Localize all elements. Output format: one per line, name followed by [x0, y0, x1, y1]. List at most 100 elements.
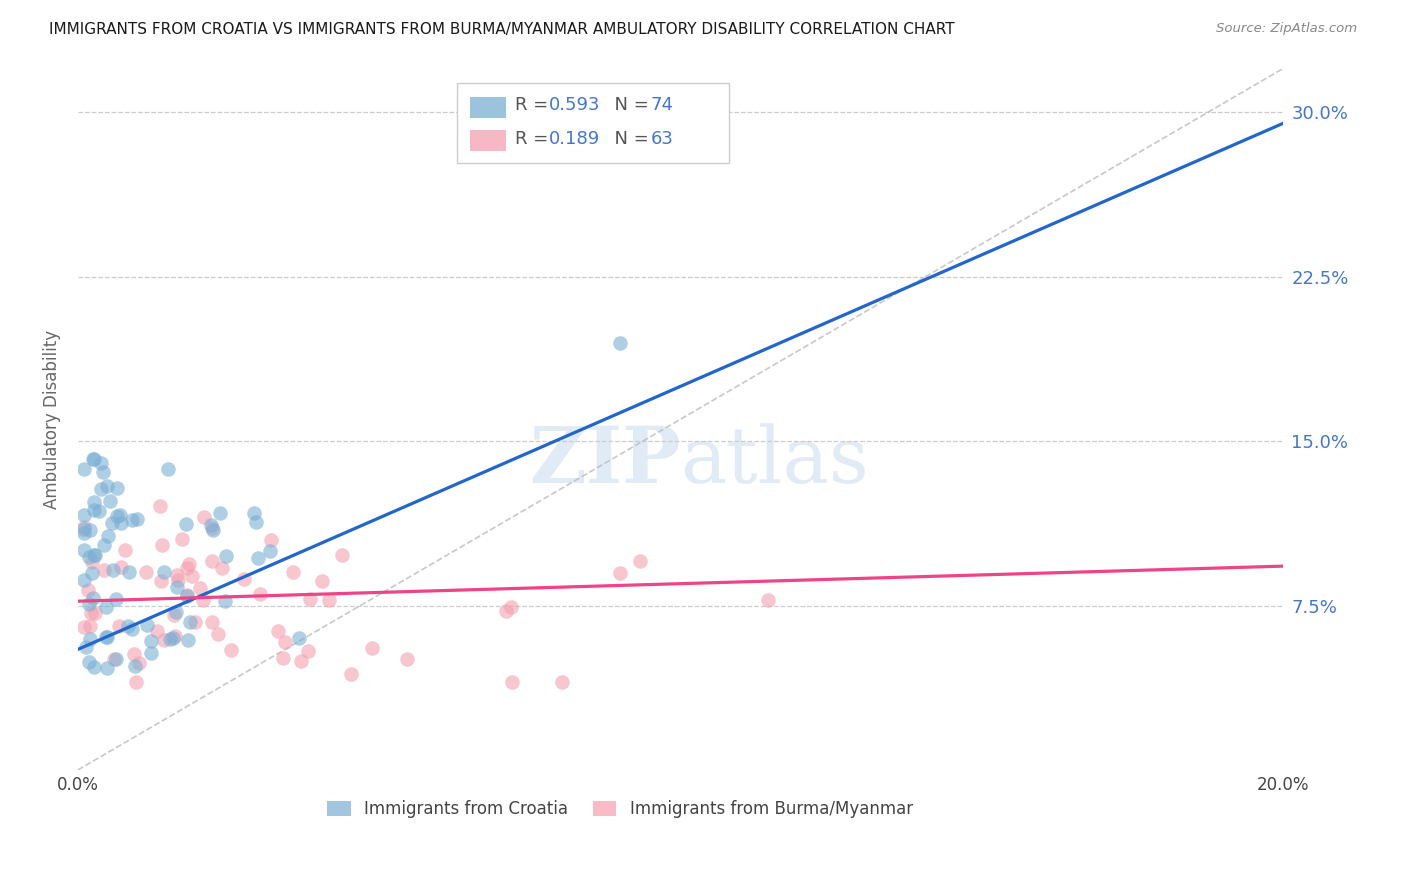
Immigrants from Burma/Myanmar: [176, 588, 198, 602]
Immigrants from Burma/Myanmar: [124, 647, 146, 661]
Immigrants from Burma/Myanmar: [150, 538, 173, 552]
Immigrants from Burma/Myanmar: [76, 583, 98, 598]
Immigrants from Croatia: [83, 503, 105, 517]
Text: Source: ZipAtlas.com: Source: ZipAtlas.com: [1216, 22, 1357, 36]
Immigrants from Croatia: [121, 622, 143, 636]
Immigrants from Burma/Myanmar: [201, 554, 224, 568]
Immigrants from Croatia: [105, 482, 128, 496]
Immigrants from Burma/Myanmar: [267, 624, 290, 638]
Immigrants from Croatia: [73, 525, 96, 540]
Immigrants from Croatia: [97, 529, 120, 543]
Immigrants from Burma/Myanmar: [149, 500, 172, 514]
Immigrants from Croatia: [162, 631, 184, 645]
Immigrants from Burma/Myanmar: [84, 607, 107, 621]
Immigrants from Burma/Myanmar: [274, 635, 297, 649]
Immigrants from Burma/Myanmar: [201, 521, 224, 535]
Immigrants from Burma/Myanmar: [207, 627, 229, 641]
Immigrants from Croatia: [124, 658, 146, 673]
Immigrants from Burma/Myanmar: [150, 574, 173, 588]
Immigrants from Croatia: [98, 494, 121, 508]
Immigrants from Burma/Myanmar: [163, 629, 186, 643]
Immigrants from Burma/Myanmar: [297, 644, 319, 658]
Immigrants from Croatia: [104, 652, 127, 666]
Text: ZIP: ZIP: [529, 424, 681, 500]
Immigrants from Croatia: [77, 550, 100, 565]
Immigrants from Croatia: [127, 512, 149, 526]
Immigrants from Croatia: [94, 630, 117, 644]
Text: 0.189: 0.189: [550, 129, 600, 148]
Immigrants from Burma/Myanmar: [82, 555, 104, 569]
Immigrants from Croatia: [215, 549, 238, 564]
Immigrants from Burma/Myanmar: [395, 651, 418, 665]
Immigrants from Burma/Myanmar: [260, 533, 283, 547]
Immigrants from Croatia: [89, 504, 111, 518]
Immigrants from Croatia: [91, 465, 114, 479]
Immigrants from Croatia: [121, 512, 143, 526]
Text: 63: 63: [651, 129, 673, 148]
Immigrants from Croatia: [177, 633, 200, 648]
Immigrants from Croatia: [159, 632, 181, 647]
Immigrants from Croatia: [201, 523, 224, 537]
Immigrants from Croatia: [82, 591, 104, 605]
Immigrants from Burma/Myanmar: [114, 542, 136, 557]
Immigrants from Croatia: [139, 646, 162, 660]
Immigrants from Burma/Myanmar: [166, 568, 188, 582]
Text: atlas: atlas: [681, 424, 869, 500]
Immigrants from Croatia: [110, 508, 132, 523]
Immigrants from Burma/Myanmar: [73, 619, 96, 633]
Immigrants from Burma/Myanmar: [200, 615, 222, 630]
FancyBboxPatch shape: [457, 83, 728, 163]
Immigrants from Burma/Myanmar: [211, 561, 233, 575]
Immigrants from Croatia: [79, 632, 101, 646]
Immigrants from Croatia: [105, 508, 128, 523]
Immigrants from Burma/Myanmar: [283, 565, 305, 579]
Immigrants from Croatia: [77, 597, 100, 611]
Immigrants from Croatia: [75, 640, 97, 655]
Immigrants from Croatia: [179, 615, 201, 629]
Immigrants from Burma/Myanmar: [108, 619, 131, 633]
Immigrants from Burma/Myanmar: [501, 675, 523, 690]
Text: R =: R =: [516, 129, 554, 148]
Immigrants from Croatia: [96, 479, 118, 493]
Text: 74: 74: [651, 96, 673, 114]
Immigrants from Croatia: [176, 590, 198, 604]
Immigrants from Croatia: [93, 538, 115, 552]
Y-axis label: Ambulatory Disability: Ambulatory Disability: [44, 330, 60, 508]
Immigrants from Croatia: [246, 550, 269, 565]
Immigrants from Croatia: [82, 451, 104, 466]
Immigrants from Burma/Myanmar: [290, 654, 312, 668]
Immigrants from Burma/Myanmar: [153, 633, 176, 648]
Immigrants from Croatia: [245, 515, 267, 529]
FancyBboxPatch shape: [470, 129, 506, 151]
Immigrants from Burma/Myanmar: [167, 573, 190, 587]
Immigrants from Croatia: [73, 508, 96, 523]
Immigrants from Burma/Myanmar: [103, 652, 125, 666]
Immigrants from Croatia: [83, 660, 105, 674]
Immigrants from Croatia: [200, 518, 222, 533]
Immigrants from Croatia: [117, 619, 139, 633]
Immigrants from Croatia: [609, 335, 631, 350]
Immigrants from Croatia: [166, 580, 188, 594]
Immigrants from Croatia: [83, 451, 105, 466]
Immigrants from Croatia: [96, 630, 118, 644]
Immigrants from Burma/Myanmar: [609, 566, 631, 581]
Immigrants from Croatia: [136, 618, 159, 632]
Immigrants from Burma/Myanmar: [163, 608, 186, 623]
Immigrants from Burma/Myanmar: [249, 587, 271, 601]
Immigrants from Croatia: [156, 462, 179, 476]
Immigrants from Burma/Myanmar: [188, 581, 211, 595]
Immigrants from Croatia: [214, 594, 236, 608]
Immigrants from Croatia: [73, 461, 96, 475]
Immigrants from Croatia: [73, 522, 96, 536]
Immigrants from Croatia: [288, 631, 311, 645]
Immigrants from Burma/Myanmar: [318, 592, 340, 607]
Immigrants from Croatia: [110, 516, 132, 530]
Immigrants from Burma/Myanmar: [501, 599, 523, 614]
Immigrants from Burma/Myanmar: [145, 624, 167, 639]
Text: IMMIGRANTS FROM CROATIA VS IMMIGRANTS FROM BURMA/MYANMAR AMBULATORY DISABILITY C: IMMIGRANTS FROM CROATIA VS IMMIGRANTS FR…: [49, 22, 955, 37]
Immigrants from Croatia: [83, 494, 105, 508]
Immigrants from Croatia: [243, 506, 266, 520]
Immigrants from Burma/Myanmar: [551, 675, 574, 690]
Immigrants from Burma/Myanmar: [495, 604, 517, 618]
Immigrants from Croatia: [73, 573, 96, 587]
